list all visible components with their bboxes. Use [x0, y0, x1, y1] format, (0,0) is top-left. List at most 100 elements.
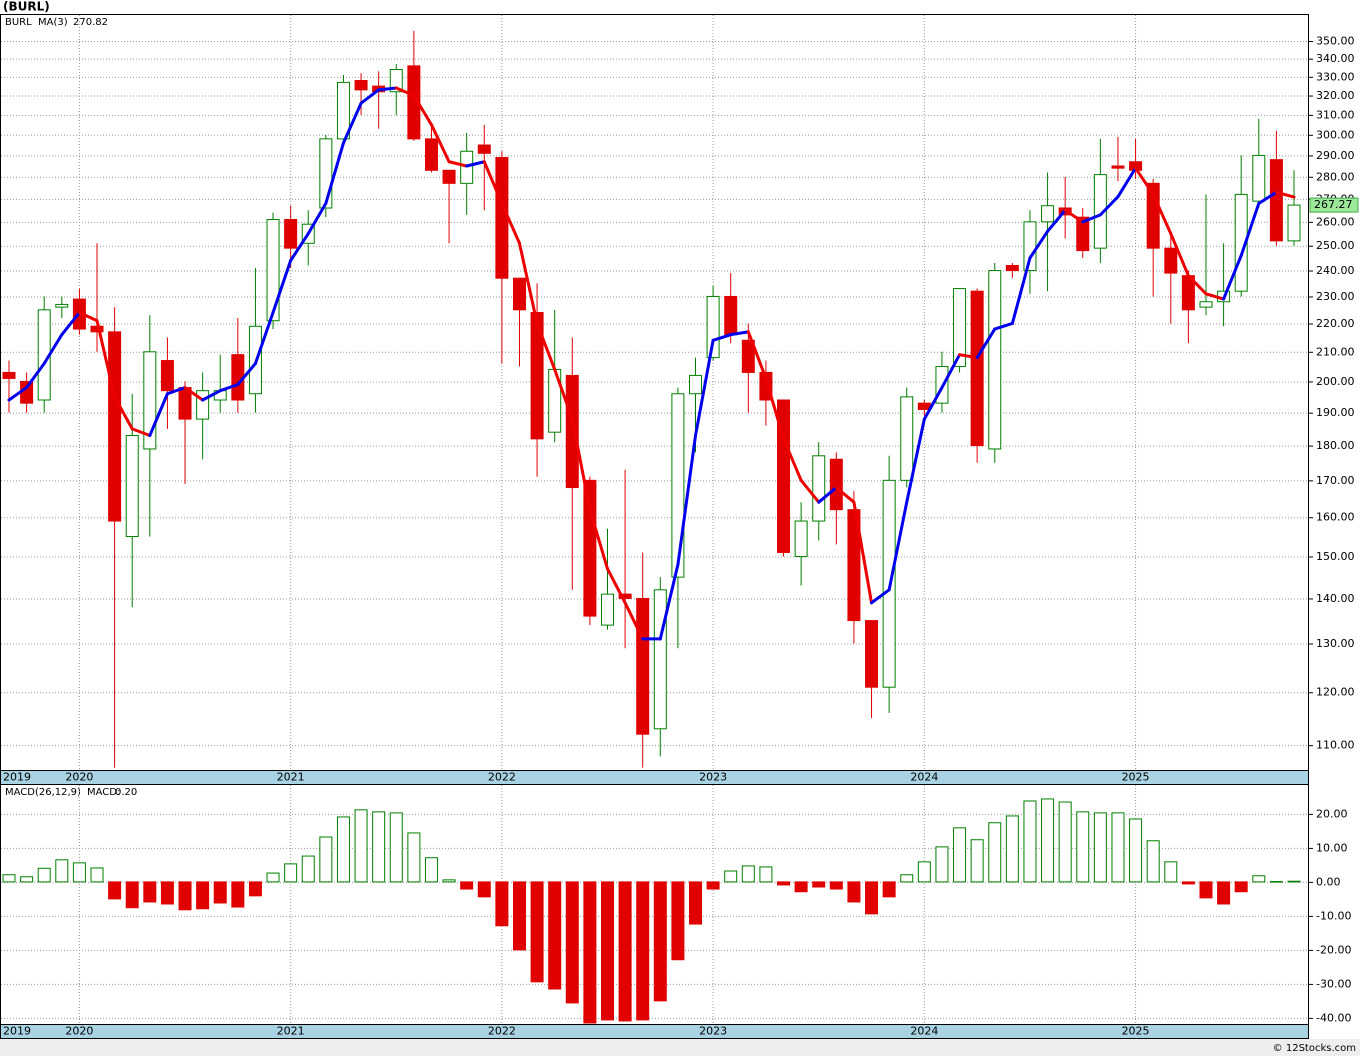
- y-tick-label: 320.00: [1316, 89, 1355, 102]
- ma-line: [553, 367, 574, 421]
- ma-line: [1204, 292, 1226, 301]
- macd-bar: [248, 881, 262, 897]
- x-tick-label: 2019: [3, 1025, 31, 1038]
- candle-body: [1164, 247, 1178, 274]
- macd-bar: [759, 866, 773, 883]
- candle-body: [618, 593, 632, 599]
- ma-line: [394, 86, 416, 98]
- ma-line: [940, 353, 962, 390]
- candle-body: [829, 458, 843, 511]
- x-tick-label: 2020: [65, 1025, 93, 1038]
- candle-body: [442, 169, 456, 184]
- candle-body: [196, 390, 210, 420]
- candle-body: [724, 295, 738, 336]
- candle-body: [689, 374, 703, 395]
- x-tick-label: 2020: [65, 771, 93, 784]
- macd-legend-name: MACD:: [87, 787, 120, 798]
- y-tick-label: 260.00: [1316, 215, 1355, 228]
- ma-line: [148, 392, 169, 438]
- macd-bar: [495, 881, 509, 927]
- macd-bar: [460, 881, 474, 890]
- last-price-label: 267.27: [1314, 198, 1353, 211]
- candle-body: [1076, 216, 1090, 252]
- x-tick-label: 2024: [910, 1025, 938, 1038]
- ma-line: [306, 201, 328, 236]
- macd-bar: [1093, 812, 1107, 883]
- ma-line: [958, 353, 979, 360]
- legend-ma-value: 270.82: [73, 17, 108, 28]
- macd-bar: [653, 881, 667, 1002]
- ma-line: [764, 376, 786, 441]
- ma-line: [377, 86, 398, 92]
- macd-bar: [178, 881, 192, 911]
- candle-body: [812, 455, 826, 522]
- candle-body: [777, 399, 791, 553]
- ma-line: [341, 101, 363, 145]
- macd-bar: [988, 822, 1002, 883]
- candle-body: [530, 312, 544, 440]
- macd-bar: [794, 881, 808, 893]
- macd-bar: [213, 881, 227, 904]
- ma-line: [887, 500, 909, 592]
- x-tick-label: 2024: [910, 771, 938, 784]
- candle-body: [319, 138, 333, 209]
- ma-line: [429, 123, 451, 164]
- macd-bar: [1269, 881, 1283, 883]
- ma-line: [870, 588, 891, 605]
- ma-line: [77, 311, 99, 323]
- ma-line: [517, 241, 539, 325]
- macd-bar: [442, 879, 456, 883]
- last-price-box: [1309, 197, 1359, 213]
- y-tick-label: 240.00: [1316, 264, 1355, 277]
- ma-line: [1116, 166, 1138, 199]
- candle-body: [284, 219, 298, 249]
- y-tick-label: 250.00: [1316, 239, 1355, 252]
- candle-body: [108, 331, 122, 522]
- macd-bar: [143, 881, 157, 903]
- candle-body: [2, 371, 16, 379]
- y-tick-label: 350.00: [1316, 35, 1355, 48]
- y-tick-label: -10.00: [1316, 909, 1351, 922]
- macd-bar: [618, 881, 632, 1022]
- macd-bar: [319, 836, 333, 883]
- macd-bar: [900, 874, 914, 883]
- watermark: © 12Stocks.com: [1273, 1043, 1356, 1054]
- macd-bar: [196, 881, 210, 910]
- y-tick-label: 210.00: [1316, 345, 1355, 358]
- macd-bar: [477, 881, 491, 898]
- y-tick-label: 330.00: [1316, 70, 1355, 83]
- y-tick-label: 180.00: [1316, 439, 1355, 452]
- macd-bar: [1287, 880, 1301, 883]
- x-tick-label: 2022: [488, 771, 516, 784]
- ma-line: [1010, 256, 1032, 325]
- candle-body: [354, 80, 368, 91]
- footer: [0, 1039, 1360, 1056]
- macd-bar: [424, 857, 438, 883]
- candle-body: [970, 290, 984, 447]
- candle-body: [1093, 174, 1107, 249]
- ma-line: [113, 395, 134, 431]
- macd-bar: [354, 809, 368, 883]
- macd-bar: [1058, 801, 1072, 883]
- macd-bar: [160, 881, 174, 905]
- candle-body: [495, 157, 509, 279]
- ma-line: [289, 232, 310, 262]
- candle-body: [1234, 193, 1248, 292]
- ma-line: [253, 311, 275, 365]
- candle-body: [1041, 205, 1055, 223]
- y-tick-label: 120.00: [1316, 686, 1355, 699]
- candle-body: [706, 295, 720, 359]
- macd-bar: [2, 874, 16, 883]
- candle-body: [512, 277, 526, 311]
- macd-bar: [90, 867, 104, 883]
- x-tick-label: 2019: [3, 771, 31, 784]
- macd-bar: [512, 881, 526, 951]
- macd-bar: [1181, 881, 1195, 885]
- macd-bar: [548, 881, 562, 990]
- candle-body: [865, 620, 879, 688]
- macd-bar: [20, 876, 34, 883]
- macd-bar: [689, 881, 703, 925]
- macd-bar: [1164, 861, 1178, 883]
- y-tick-label: 110.00: [1316, 739, 1355, 752]
- ma-line: [1239, 201, 1261, 258]
